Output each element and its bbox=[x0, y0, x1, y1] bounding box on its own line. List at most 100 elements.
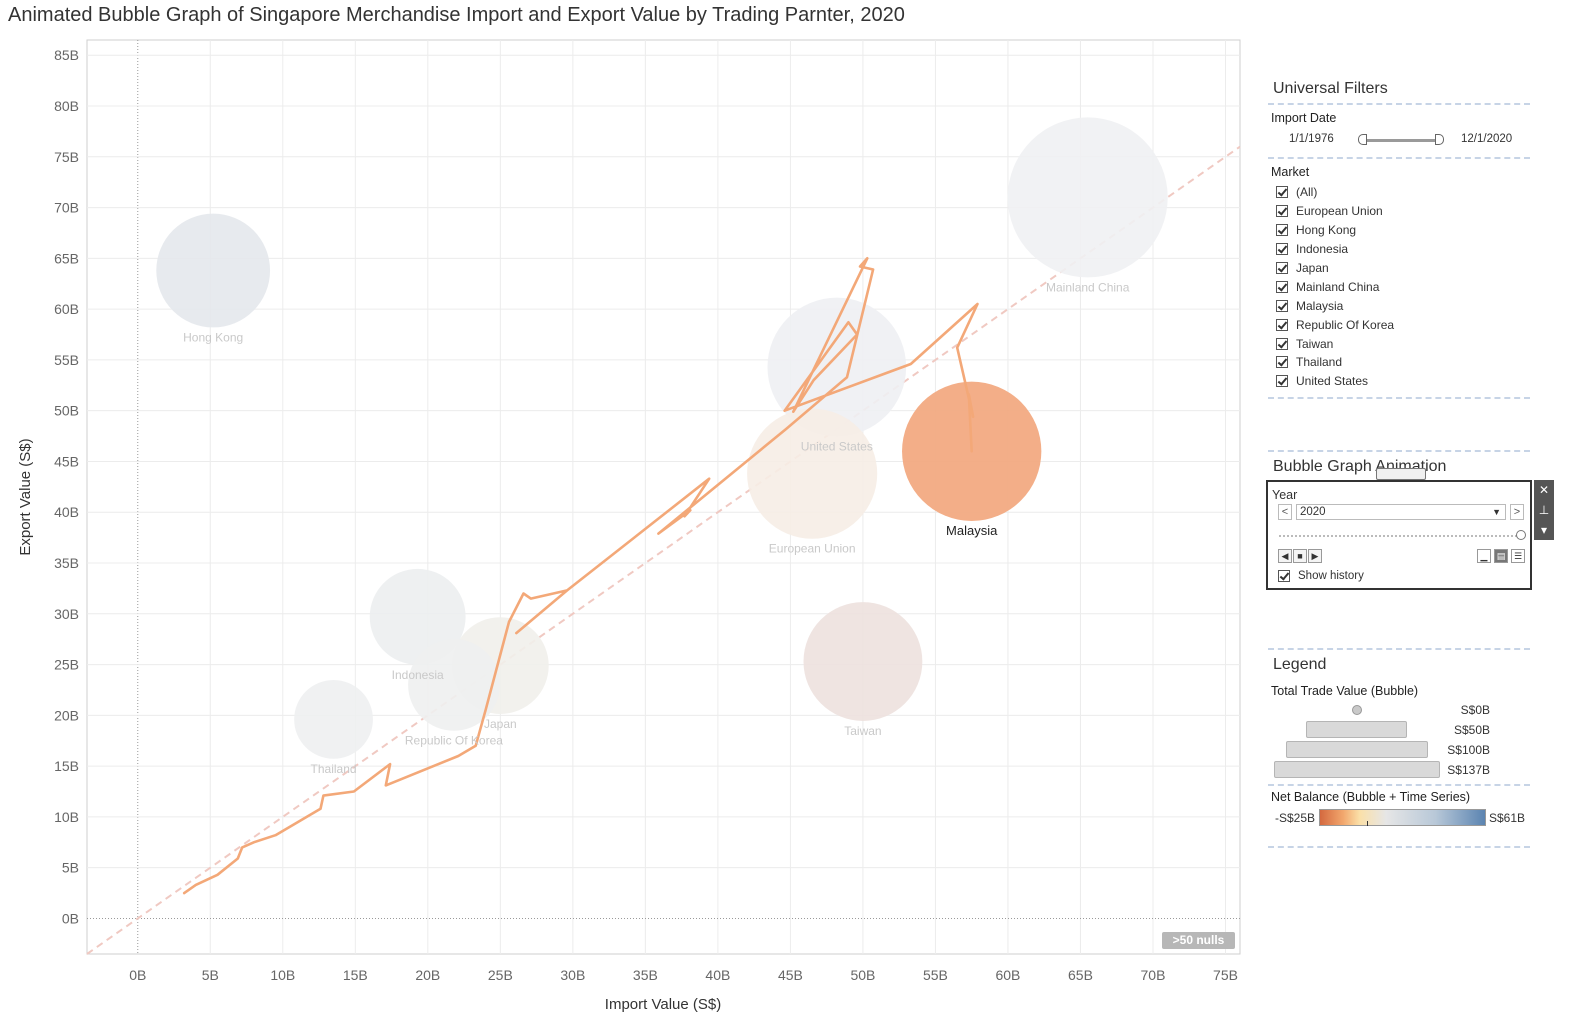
date-slider-track[interactable] bbox=[1362, 139, 1438, 142]
bubble-label: Republic Of Korea bbox=[405, 734, 503, 748]
checkbox[interactable] bbox=[1276, 262, 1288, 274]
close-icon[interactable]: ✕ bbox=[1538, 483, 1550, 497]
y-tick-label: 65B bbox=[54, 250, 79, 266]
x-tick-label: 15B bbox=[343, 967, 368, 983]
y-tick-label: 10B bbox=[54, 809, 79, 825]
x-tick-label: 0B bbox=[129, 967, 146, 983]
bubble-united-states bbox=[767, 297, 907, 437]
year-selector[interactable]: < 2020 ▼ > bbox=[1278, 504, 1526, 520]
y-tick-label: 60B bbox=[54, 301, 79, 317]
year-dropdown[interactable]: 2020 ▼ bbox=[1296, 504, 1506, 520]
bubble-label: Indonesia bbox=[392, 668, 444, 682]
nulls-badge[interactable]: >50 nulls bbox=[1162, 932, 1235, 949]
checkbox[interactable] bbox=[1276, 205, 1288, 218]
play-forward-icon[interactable]: ▶ bbox=[1308, 549, 1322, 563]
market-option[interactable]: Japan bbox=[1276, 259, 1530, 278]
size-legend: S$0B S$50B S$100B S$137B bbox=[1268, 700, 1530, 784]
checkbox[interactable] bbox=[1276, 243, 1288, 256]
timeline-handle[interactable] bbox=[1516, 530, 1526, 540]
show-history-toggle[interactable]: Show history bbox=[1278, 570, 1364, 582]
market-label: Market bbox=[1271, 165, 1310, 179]
date-slider-end-handle[interactable] bbox=[1435, 134, 1444, 145]
market-option[interactable]: Thailand bbox=[1276, 353, 1530, 372]
x-tick-label: 35B bbox=[633, 967, 658, 983]
market-option[interactable]: Indonesia bbox=[1276, 240, 1530, 259]
x-tick-label: 10B bbox=[270, 967, 295, 983]
market-option[interactable]: Malaysia bbox=[1276, 296, 1530, 315]
speed-slow-icon[interactable]: ▁ bbox=[1477, 549, 1491, 563]
x-tick-label: 45B bbox=[778, 967, 803, 983]
bubble-label: Japan bbox=[484, 717, 517, 731]
market-option[interactable]: (All) bbox=[1276, 183, 1530, 202]
checkbox[interactable] bbox=[1276, 375, 1288, 388]
checkbox[interactable] bbox=[1276, 356, 1288, 369]
market-option[interactable]: Mainland China bbox=[1276, 277, 1530, 296]
checkbox[interactable] bbox=[1276, 186, 1288, 199]
size-legend-bar bbox=[1286, 741, 1428, 758]
history-layer bbox=[182, 257, 979, 895]
divider bbox=[1268, 846, 1530, 848]
market-option[interactable]: Taiwan bbox=[1276, 334, 1530, 353]
import-date-slider[interactable]: 1/1/1976 12/1/2020 bbox=[1268, 129, 1530, 151]
date-end: 12/1/2020 bbox=[1461, 133, 1513, 145]
market-option[interactable]: United States bbox=[1276, 372, 1530, 391]
x-tick-label: 50B bbox=[850, 967, 875, 983]
bubble-mainland-china bbox=[1007, 117, 1168, 278]
checkbox[interactable] bbox=[1276, 318, 1288, 331]
next-year-button[interactable]: > bbox=[1510, 504, 1524, 520]
date-start: 1/1/1976 bbox=[1289, 133, 1334, 145]
y-tick-label: 50B bbox=[54, 403, 79, 419]
drag-handle[interactable] bbox=[1376, 468, 1426, 480]
speed-fast-icon[interactable]: ☰ bbox=[1511, 549, 1525, 563]
date-slider-start-handle[interactable] bbox=[1358, 134, 1367, 145]
checkbox[interactable] bbox=[1276, 337, 1288, 350]
y-tick-label: 70B bbox=[54, 200, 79, 216]
bubble-label: Mainland China bbox=[1046, 280, 1130, 294]
y-tick-label: 45B bbox=[54, 453, 79, 469]
size-legend-dot bbox=[1352, 705, 1362, 715]
speed-controls: ▁ ▤ ☰ bbox=[1477, 549, 1525, 563]
play-backward-icon[interactable]: ◀ bbox=[1278, 549, 1292, 563]
market-option-label: European Union bbox=[1296, 204, 1383, 219]
bubble-hong-kong bbox=[156, 213, 271, 328]
import-date-label: Import Date bbox=[1271, 111, 1337, 125]
year-value: 2020 bbox=[1300, 506, 1326, 518]
year-label: Year bbox=[1272, 488, 1298, 502]
checkbox[interactable] bbox=[1276, 299, 1288, 312]
market-option-label: Indonesia bbox=[1296, 242, 1349, 257]
year-timeline[interactable] bbox=[1279, 535, 1517, 537]
y-tick-label: 85B bbox=[54, 47, 79, 63]
legend-footer bbox=[1268, 846, 1530, 848]
market-option-label: United States bbox=[1296, 374, 1369, 389]
speed-medium-icon[interactable]: ▤ bbox=[1494, 549, 1508, 563]
divider bbox=[1268, 450, 1530, 452]
bubble-label: European Union bbox=[769, 542, 856, 556]
dropdown-arrow-icon: ▼ bbox=[1492, 507, 1501, 517]
checkbox[interactable] bbox=[1276, 280, 1288, 293]
x-tick-label: 75B bbox=[1213, 967, 1238, 983]
x-tick-label: 60B bbox=[995, 967, 1020, 983]
legend-heading: Legend bbox=[1273, 656, 1327, 673]
prev-year-button[interactable]: < bbox=[1278, 504, 1292, 520]
market-option[interactable]: Republic Of Korea bbox=[1276, 315, 1530, 334]
divider bbox=[1268, 784, 1530, 786]
color-legend-max: S$61B bbox=[1489, 811, 1526, 825]
color-legend: Net Balance (Bubble + Time Series) bbox=[1268, 784, 1530, 804]
tick-layer: 0B 5B 10B 15B 20B 25B 30B 35B 40B 45B 50B 55B 60B 65B… bbox=[54, 47, 1238, 983]
size-label: S$100B bbox=[1447, 743, 1490, 757]
stop-icon[interactable]: ■ bbox=[1293, 549, 1307, 563]
checkbox[interactable] bbox=[1276, 224, 1288, 237]
market-option-label: Mainland China bbox=[1296, 279, 1380, 294]
y-tick-label: 30B bbox=[54, 606, 79, 622]
y-tick-label: 0B bbox=[62, 910, 79, 926]
bubble-label-layer: Mainland China Hong Kong United States Euro… bbox=[183, 280, 1130, 775]
x-tick-label: 70B bbox=[1141, 967, 1166, 983]
checkbox[interactable] bbox=[1278, 570, 1290, 582]
market-option[interactable]: Hong Kong bbox=[1276, 221, 1530, 240]
pin-icon[interactable]: ⊥ bbox=[1538, 503, 1550, 517]
more-options-icon[interactable]: ▾ bbox=[1540, 523, 1548, 537]
animation-control: Year < 2020 ▼ > ◀ ■ ▶ ▁ ▤ ☰ Show history bbox=[1266, 480, 1532, 590]
divider bbox=[1268, 648, 1530, 650]
size-legend-bar bbox=[1306, 721, 1407, 738]
market-option[interactable]: European Union bbox=[1276, 202, 1530, 221]
